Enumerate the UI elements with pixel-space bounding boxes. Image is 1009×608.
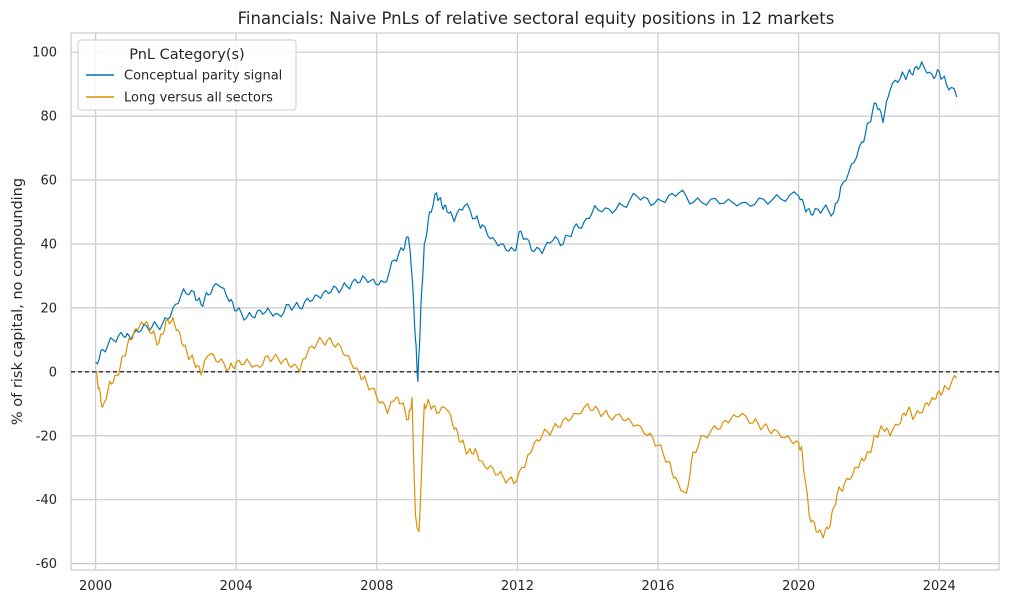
x-axis-ticks: 2000 2004 2008 2012 2016 2020 2024 xyxy=(79,579,956,594)
y-tick-label: 40 xyxy=(40,237,57,252)
legend-label: Long versus all sectors xyxy=(124,91,273,106)
x-tick-label: 2020 xyxy=(782,579,815,594)
x-tick-label: 2004 xyxy=(220,579,253,594)
y-tick-label: 20 xyxy=(40,301,57,316)
plot-area: 2000 2004 2008 2012 2016 2020 2024 -60 -40 -20 0 2… xyxy=(32,32,1000,594)
series-line-1 xyxy=(95,61,958,382)
x-tick-label: 2012 xyxy=(501,579,534,594)
legend-box xyxy=(77,39,297,111)
y-tick-label: 80 xyxy=(40,110,57,125)
chart-title: Financials: Naive PnLs of relative secto… xyxy=(238,9,835,28)
legend-title: PnL Category(s) xyxy=(129,47,244,63)
x-tick-label: 2008 xyxy=(360,579,393,594)
y-axis-ticks: -60 -40 -20 0 20 40 60 80 100 xyxy=(32,46,57,572)
series-line-2 xyxy=(95,316,958,539)
y-tick-label: -20 xyxy=(36,429,57,444)
x-tick-label: 2016 xyxy=(641,579,674,594)
legend: PnL Category(s) Conceptual parity signal… xyxy=(77,39,297,111)
series-layer xyxy=(95,61,958,539)
x-tick-label: 2024 xyxy=(923,579,956,594)
y-tick-label: -40 xyxy=(36,493,57,508)
x-tick-label: 2000 xyxy=(79,579,112,594)
y-tick-label: 100 xyxy=(32,46,57,61)
y-axis-label: % of risk capital, no compounding xyxy=(10,178,26,425)
legend-items: Conceptual parity signal Long versus all … xyxy=(86,69,282,106)
y-tick-label: 60 xyxy=(40,174,57,189)
y-tick-label: -60 xyxy=(36,557,57,572)
legend-label: Conceptual parity signal xyxy=(124,69,282,84)
plot-background xyxy=(70,32,1000,571)
y-tick-label: 0 xyxy=(49,365,57,380)
